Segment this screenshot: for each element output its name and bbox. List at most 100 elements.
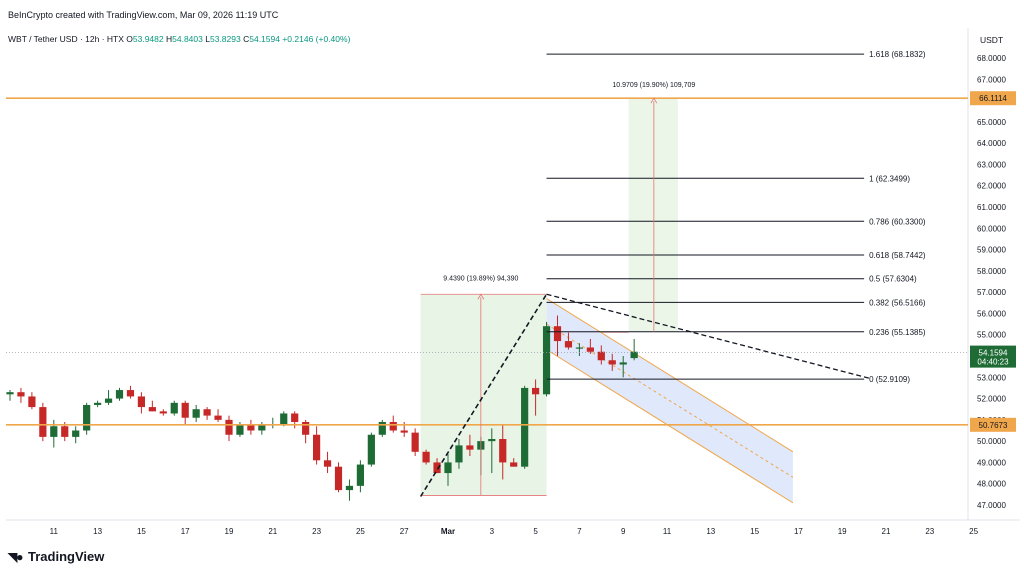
candle-body [575, 347, 583, 349]
candle-body [542, 326, 551, 395]
brand-label: TradingView [28, 549, 105, 564]
time-tick-label: 5 [533, 527, 538, 536]
time-tick-label: 19 [838, 527, 847, 536]
time-tick-label: 21 [882, 527, 891, 536]
change-value: +0.2146 (+0.40%) [282, 34, 351, 44]
candle-body [61, 426, 69, 437]
candle-body [104, 398, 113, 403]
candle-body [532, 387, 540, 395]
price-tick-label: 58.0000 [977, 267, 1006, 276]
channel-upper-line [546, 298, 794, 453]
price-tick-label: 56.0000 [977, 309, 1006, 318]
candle-body [608, 360, 616, 365]
close-value: 54.1594 [249, 34, 280, 44]
price-tick-label: 57.0000 [977, 288, 1006, 297]
candle-body [181, 402, 189, 418]
countdown-timer: 04:40:23 [977, 358, 1009, 367]
candle-body [433, 462, 441, 474]
high-label: H [166, 34, 173, 44]
symbol-legend: WBT / Tether USD · 12h · HTX O53.9482 H5… [8, 34, 350, 44]
target-label: 10.9709 (19.90%) 109,709 [612, 82, 695, 89]
candle-body [203, 409, 211, 416]
candle-body [400, 430, 408, 433]
time-tick-label: 11 [663, 527, 672, 536]
price-tick-label: 64.0000 [977, 139, 1006, 148]
time-tick-label: 15 [137, 527, 146, 536]
close-label: C [243, 34, 250, 44]
time-tick-label: 17 [181, 527, 190, 536]
candle-body [466, 445, 474, 450]
candle-body [323, 460, 332, 467]
price-tick-label: 49.0000 [977, 458, 1006, 467]
candle-body [236, 424, 244, 435]
price-tick-label: 48.0000 [977, 480, 1006, 489]
candle-body [291, 413, 299, 422]
candle-body [367, 434, 375, 465]
key-level-label: 50.7673 [979, 421, 1008, 430]
channel-lower-line [546, 349, 794, 504]
price-tick-label: 67.0000 [977, 75, 1006, 84]
time-tick-label: 25 [969, 527, 978, 536]
price-tick-label: 68.0000 [977, 54, 1006, 63]
candle-body [378, 421, 386, 435]
candle-body [17, 392, 25, 397]
candle-body [422, 451, 430, 463]
price-tick-label: 52.0000 [977, 395, 1006, 404]
current-price-label: 54.1594 [979, 349, 1008, 358]
target-arrow-head [650, 97, 658, 104]
candle-body [389, 421, 397, 431]
candle-body [115, 390, 124, 399]
candle-body [597, 351, 605, 361]
price-tick-label: 50.0000 [977, 437, 1006, 446]
chart-credit: BeInCrypto created with TradingView.com,… [8, 10, 279, 20]
time-tick-label: 21 [268, 527, 277, 536]
candle-body [510, 462, 518, 467]
tradingview-brand[interactable]: ◥● TradingView [8, 549, 104, 564]
symbol-name[interactable]: WBT / Tether USD · 12h · HTX [8, 34, 124, 44]
candle-body [159, 411, 167, 414]
price-tick-label: 60.0000 [977, 224, 1006, 233]
candle-body [499, 439, 507, 463]
candle-body [50, 426, 58, 437]
time-tick-label: 13 [706, 527, 715, 536]
price-tick-label: 62.0000 [977, 182, 1006, 191]
time-tick-label: 19 [225, 527, 234, 536]
candle-body [521, 387, 529, 467]
candle-body [619, 362, 627, 365]
measure-label: 9.4390 (19.89%) 94,390 [443, 275, 518, 282]
time-tick-label: 13 [93, 527, 102, 536]
tradingview-logo-icon: ◥● [8, 550, 23, 564]
candle-body [192, 409, 200, 418]
price-tick-label: 47.0000 [977, 501, 1006, 510]
candle-body [126, 390, 135, 397]
fib-level-label: 0.5 (57.6304) [869, 275, 917, 284]
open-label: O [126, 34, 133, 44]
candle-body [564, 341, 573, 348]
fib-level-label: 0.236 (55.1385) [869, 328, 926, 337]
candle-body [258, 424, 266, 431]
time-tick-label: 23 [312, 527, 321, 536]
candle-body [225, 419, 233, 435]
time-tick-label: 17 [794, 527, 803, 536]
low-label: L [205, 34, 210, 44]
candle-body [586, 347, 594, 352]
key-level-badge [970, 417, 1016, 432]
time-tick-label: 25 [356, 527, 365, 536]
key-level-badge [970, 91, 1016, 106]
candle-body [94, 402, 102, 405]
fib-level-label: 0.786 (60.3300) [869, 217, 926, 226]
price-tick-label: 61.0000 [977, 203, 1006, 212]
price-tick-label: 63.0000 [977, 160, 1006, 169]
candle-body [39, 407, 47, 437]
time-tick-label: 23 [925, 527, 934, 536]
candle-body [411, 432, 419, 452]
time-tick-label: 7 [577, 527, 582, 536]
time-tick-label: Mar [441, 527, 455, 536]
candle-body [247, 424, 255, 431]
low-value: 53.8293 [209, 34, 241, 44]
time-tick-label: 3 [490, 527, 495, 536]
fib-level-label: 0.382 (56.5166) [869, 298, 926, 307]
time-tick-label: 11 [50, 527, 59, 536]
candle-body [6, 392, 14, 395]
